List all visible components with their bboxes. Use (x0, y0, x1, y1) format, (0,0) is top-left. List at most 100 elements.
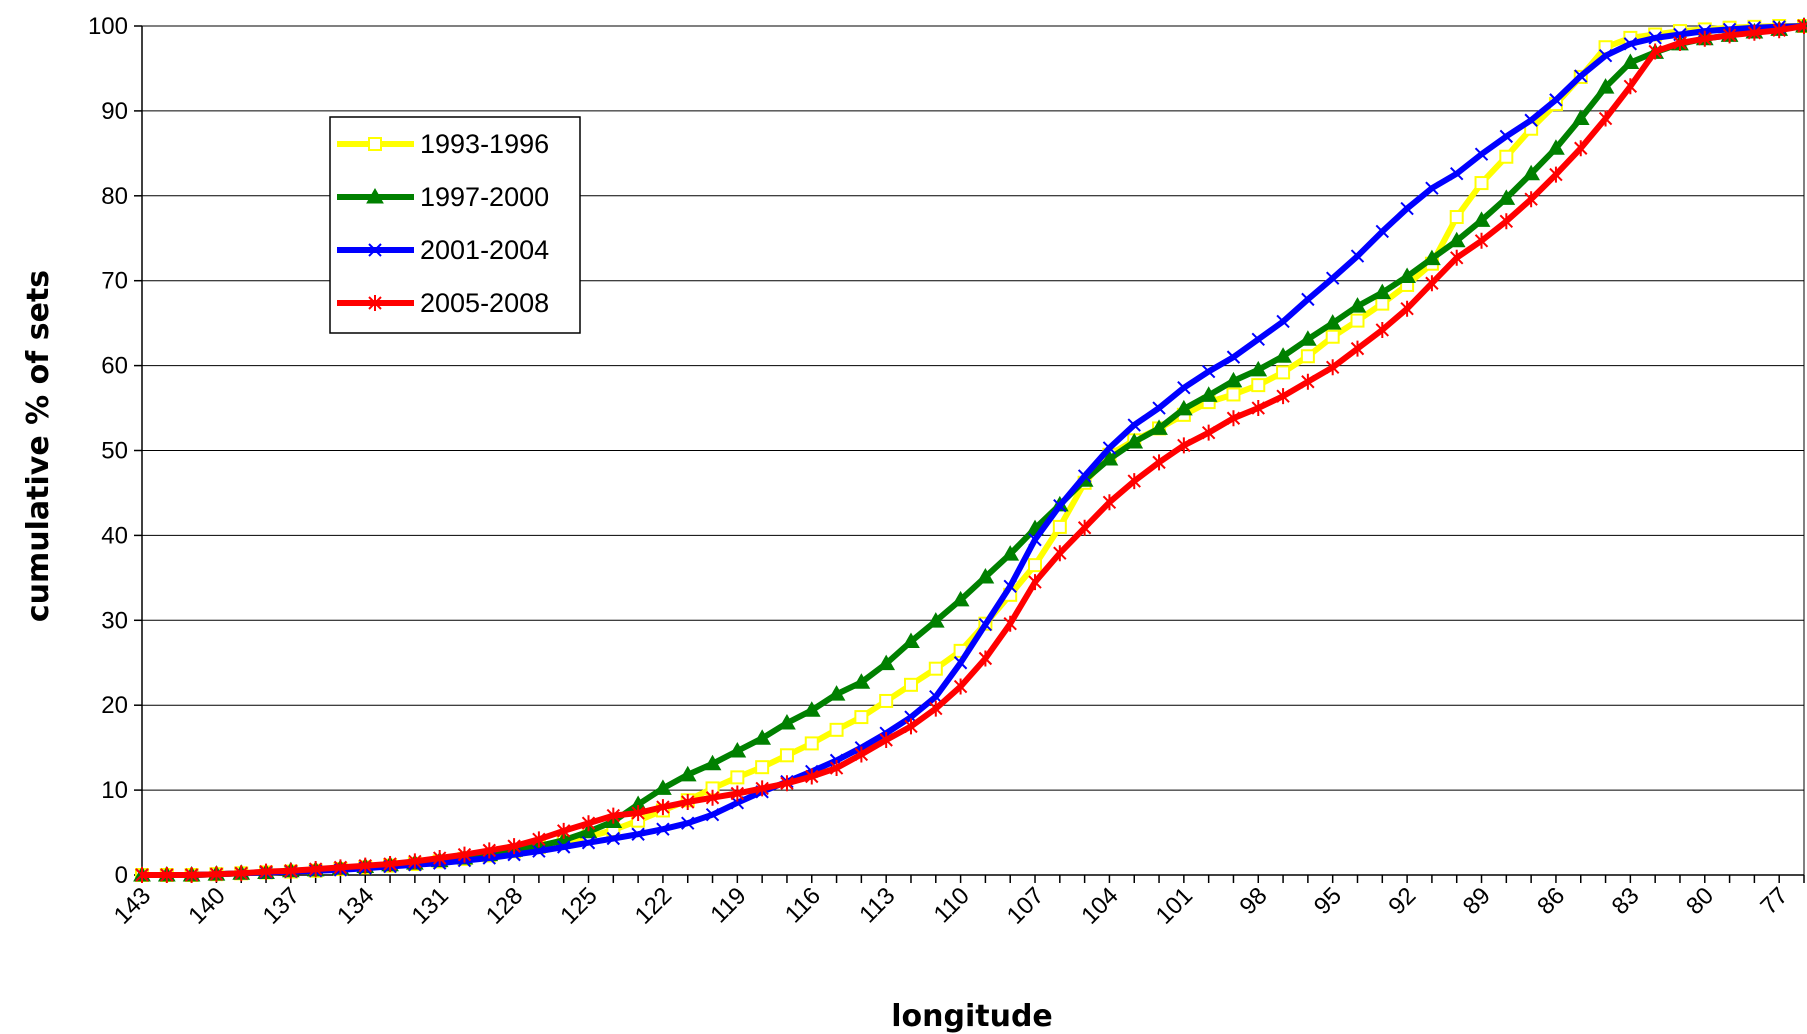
data-point (902, 632, 920, 649)
y-tick-label: 0 (115, 862, 128, 889)
data-point (1772, 22, 1786, 39)
data-point (1524, 191, 1538, 208)
data-point (805, 768, 819, 785)
y-tick-label: 20 (101, 692, 128, 719)
y-tick-label: 90 (101, 98, 128, 125)
data-point (1300, 349, 1315, 364)
y-axis-ticks: 0 10 20 30 40 50 60 70 80 90 100 (88, 13, 142, 889)
data-point (1249, 360, 1268, 377)
data-point (1274, 347, 1292, 363)
data-point (705, 789, 720, 806)
data-point (1174, 399, 1193, 416)
data-point (1251, 400, 1265, 417)
y-axis-title: cumulative % of sets (21, 270, 56, 622)
data-point (705, 808, 720, 822)
data-point (755, 780, 769, 797)
data-point (333, 859, 348, 876)
data-point (879, 693, 894, 708)
data-point (1276, 314, 1290, 329)
legend-item: 1993-1996 (337, 129, 549, 159)
data-point (532, 844, 546, 858)
data-point (135, 867, 149, 883)
data-point (728, 742, 747, 758)
data-point (1449, 210, 1464, 225)
data-point (1028, 558, 1043, 573)
data-point (1549, 166, 1563, 183)
data-point (1499, 129, 1514, 144)
data-point (1474, 232, 1489, 249)
data-point (1598, 49, 1613, 63)
data-point (1400, 300, 1414, 317)
data-point (1251, 332, 1265, 346)
data-point (368, 243, 382, 257)
data-point (482, 842, 496, 859)
data-point (1224, 371, 1243, 388)
data-point (1623, 37, 1638, 51)
data-point (1127, 418, 1141, 432)
data-point (1053, 498, 1067, 513)
data-point (1003, 615, 1017, 632)
data-point (1003, 579, 1017, 594)
data-point (1323, 314, 1342, 330)
data-point (1425, 275, 1439, 292)
data-point (581, 815, 596, 832)
data-point (368, 295, 382, 311)
data-point (953, 678, 968, 695)
data-point (1648, 31, 1662, 45)
data-point (877, 654, 896, 671)
data-point (703, 754, 722, 771)
legend-label: 2005-2008 (420, 288, 549, 318)
data-point (1201, 424, 1216, 441)
data-point (1698, 30, 1712, 47)
data-point (656, 822, 670, 836)
data-point (606, 807, 621, 824)
data-point (532, 831, 546, 848)
data-point (1549, 93, 1563, 107)
legend-item: 1997-2000 (337, 182, 549, 212)
data-point (1102, 494, 1117, 511)
legend-label: 1997-2000 (420, 182, 549, 212)
data-point (1226, 387, 1241, 402)
data-point (1177, 437, 1191, 454)
y-tick-label: 10 (101, 777, 128, 804)
data-point (1100, 449, 1119, 466)
data-point (904, 718, 918, 735)
data-point (1499, 149, 1514, 164)
data-point (1350, 313, 1365, 328)
y-tick-label: 30 (101, 607, 128, 634)
data-point (581, 836, 596, 850)
data-point (730, 770, 745, 785)
data-point (1350, 340, 1365, 357)
data-point (827, 685, 846, 701)
y-tick-label: 100 (88, 13, 128, 40)
data-point (1623, 78, 1638, 95)
data-point (1596, 78, 1615, 94)
data-point (1425, 181, 1439, 195)
data-point (209, 866, 224, 883)
legend-box (329, 116, 581, 334)
data-point (1028, 574, 1042, 591)
data-point (1276, 365, 1291, 380)
data-point (1522, 164, 1540, 181)
legend-item: 2005-2008 (337, 288, 549, 318)
data-point (432, 850, 447, 867)
data-point (1226, 410, 1241, 427)
data-point (1747, 24, 1762, 41)
data-point (854, 746, 869, 763)
data-point (829, 760, 844, 777)
data-point (284, 862, 298, 879)
data-point (1497, 189, 1516, 205)
data-point (1375, 224, 1390, 239)
data-point (681, 793, 695, 810)
y-tick-label: 80 (101, 183, 128, 210)
data-point (1301, 373, 1315, 390)
data-point (755, 760, 770, 775)
legend: 1993-1996 1997-2000 2001-2004 2005-2008 (329, 116, 581, 334)
data-point (1673, 34, 1687, 51)
y-tick-label: 60 (101, 353, 128, 380)
legend-item: 2001-2004 (337, 235, 549, 265)
data-point (681, 816, 695, 830)
data-point (1598, 110, 1613, 127)
legend-label: 1993-1996 (420, 129, 549, 159)
